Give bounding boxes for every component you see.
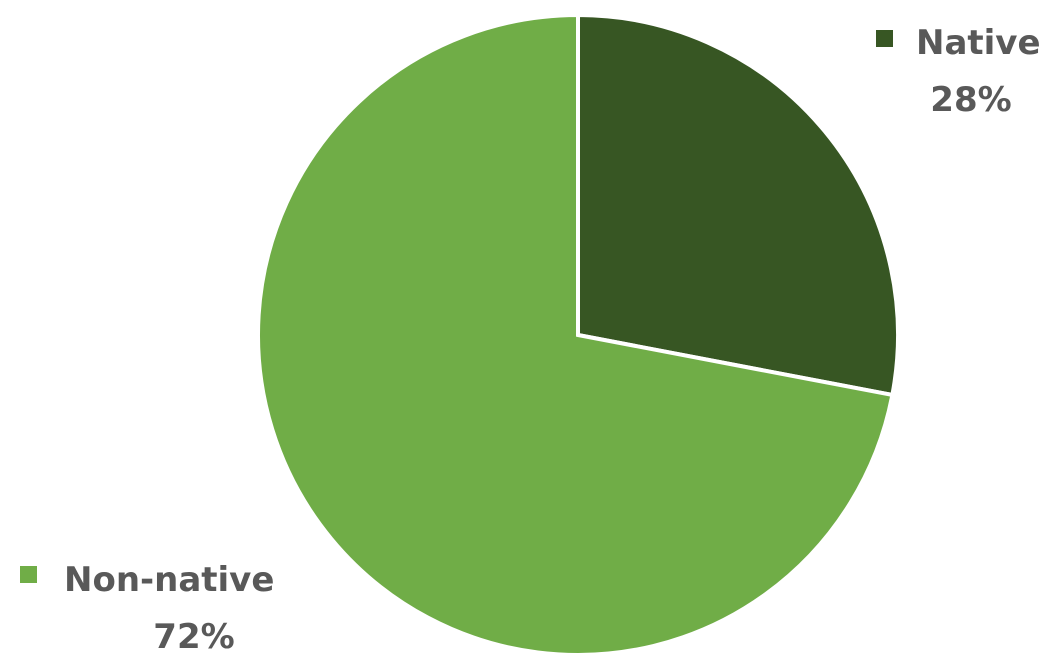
data-label-native-name: Native xyxy=(916,23,1041,63)
data-label-non-native-name: Non-native xyxy=(64,560,274,600)
legend-swatch-non-native xyxy=(20,566,37,583)
pie-slices xyxy=(256,12,900,655)
legend-entry-non-native: Non-native 72% xyxy=(20,560,274,655)
pie-slice-non-native xyxy=(256,12,895,655)
data-label-native-percent: 28% xyxy=(930,80,1011,120)
pie-slice-native xyxy=(576,12,900,398)
data-label-non-native-percent: 72% xyxy=(153,617,234,655)
legend-entry-native: Native 28% xyxy=(876,23,1041,120)
legend-swatch-native xyxy=(876,30,893,47)
